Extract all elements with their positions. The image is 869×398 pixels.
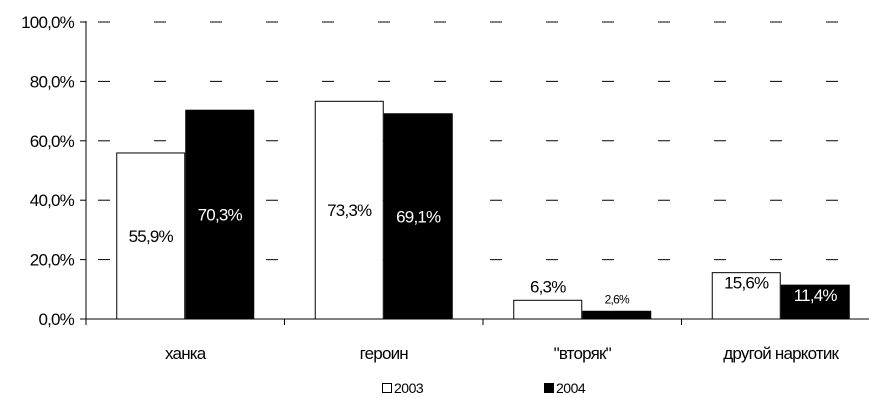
legend-swatch-2004: [544, 383, 554, 393]
bar-chart: 0,0% 20,0% 40,0% 60,0% 80,0% 100,0% 55,9% 70,3%…: [21, 13, 869, 363]
bar-2003: [711, 272, 781, 320]
data-label-2003: 6,3%: [530, 277, 566, 296]
bar-2003: [116, 152, 186, 320]
y-tick-label: 60,0%: [30, 132, 75, 151]
y-tick-label: 20,0%: [30, 251, 75, 270]
data-label-2004: 11,4%: [794, 286, 838, 305]
data-label-2004: 69,1%: [396, 207, 441, 226]
legend-item-2003: 2003: [382, 380, 424, 396]
x-tick-label: героин: [360, 344, 409, 363]
bar-2004: [780, 284, 850, 320]
x-tick-label: "вторяк": [554, 344, 612, 363]
y-tick-label: 0,0%: [38, 310, 74, 329]
bar-2004: [383, 113, 453, 320]
y-tick-label: 100,0%: [21, 13, 75, 32]
bar-2003: [513, 299, 583, 320]
y-tick-label: 80,0%: [30, 72, 75, 91]
bar-2004: [185, 109, 255, 320]
data-label-2003: 55,9%: [129, 227, 174, 246]
x-tick-label: другой наркотик: [723, 344, 839, 363]
legend-label-2004: 2004: [556, 380, 586, 396]
data-label-2003: 15,6%: [724, 274, 769, 293]
data-label-2003: 73,3%: [327, 201, 372, 220]
legend-item-2004: 2004: [544, 380, 586, 396]
y-tick-label: 40,0%: [30, 191, 75, 210]
bar-2004: [582, 310, 652, 320]
bar-2003: [314, 100, 384, 320]
legend-label-2003: 2003: [394, 380, 424, 396]
data-label-2004: 70,3%: [198, 206, 243, 225]
data-label-2004: 2,6%: [605, 292, 630, 306]
legend-swatch-2003: [382, 383, 392, 393]
x-tick-label: ханка: [165, 344, 207, 363]
